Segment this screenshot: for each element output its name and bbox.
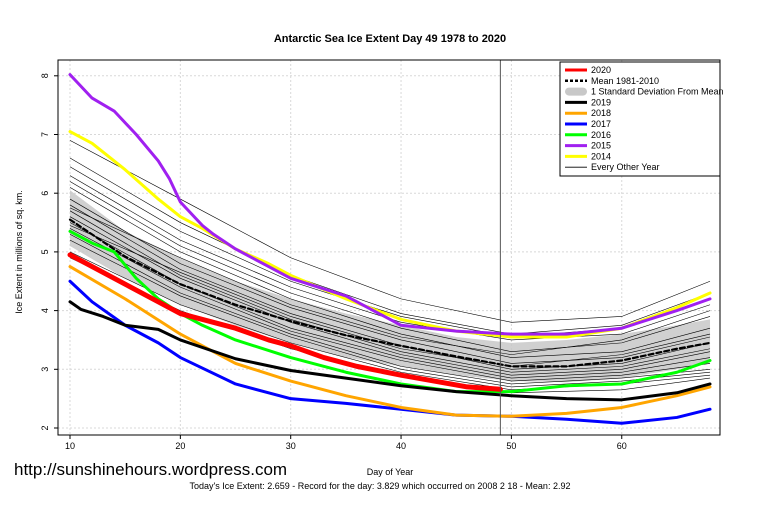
other-year-line [69, 234, 711, 385]
y-tick-label: 8 [40, 73, 50, 78]
x-axis-label: Day of Year [367, 467, 414, 477]
legend-label: 2016 [591, 130, 611, 140]
y-tick-label: 5 [40, 249, 50, 254]
watermark-url: http://sunshinehours.wordpress.com [14, 460, 288, 479]
x-tick-label: 50 [506, 441, 516, 451]
series-mean-1981-2010 [68, 218, 712, 368]
other-year-line [69, 228, 711, 382]
series-2015 [68, 73, 712, 336]
other-year-line [69, 207, 711, 355]
series-2016 [68, 229, 712, 394]
other-year-line [69, 187, 711, 358]
y-tick-label: 2 [40, 425, 50, 430]
x-tick-label: 60 [617, 441, 627, 451]
legend-label: 2015 [591, 141, 611, 151]
legend-label: 2020 [591, 65, 611, 75]
y-tick-label: 4 [40, 308, 50, 313]
chart-title: Antarctic Sea Ice Extent Day 49 1978 to … [274, 33, 506, 45]
other-year-line [69, 210, 711, 373]
y-axis-label: Ice Extent in millions of sq. km. [14, 190, 24, 314]
series-2020 [67, 252, 503, 392]
y-axis-ticks: 2 3 4 5 6 7 8 [40, 73, 58, 431]
series-2017 [68, 279, 712, 425]
other-year-line [69, 198, 711, 364]
other-year-line [69, 175, 711, 341]
series-2019 [68, 300, 712, 402]
x-tick-label: 10 [65, 441, 75, 451]
legend-label: 2014 [591, 151, 611, 161]
x-tick-label: 40 [396, 441, 406, 451]
other-year-line [69, 157, 711, 335]
y-tick-label: 7 [40, 132, 50, 137]
other-year-line [69, 239, 711, 388]
legend-label: 2018 [591, 108, 611, 118]
footer-summary: Today's Ice Extent: 2.659 - Record for t… [189, 481, 571, 491]
legend-label: 2017 [591, 119, 611, 129]
legend-label: Every Other Year [591, 162, 660, 172]
legend-label: 1 Standard Deviation From Mean [591, 87, 724, 97]
std-deviation-band [70, 190, 711, 383]
legend-swatch [565, 87, 587, 96]
legend-label: 2019 [591, 97, 611, 107]
x-tick-label: 20 [175, 441, 185, 451]
legend-label: Mean 1981-2010 [591, 76, 659, 86]
y-tick-label: 3 [40, 367, 50, 372]
other-year-line [69, 216, 711, 376]
std-band-area [70, 190, 711, 383]
other-year-line [69, 181, 711, 352]
x-axis-ticks: 10 20 30 40 50 60 [65, 435, 627, 451]
plot-frame [57, 59, 721, 436]
y-tick-label: 6 [40, 191, 50, 196]
other-year-line [69, 225, 711, 367]
x-tick-label: 30 [286, 441, 296, 451]
highlighted-series [67, 73, 712, 425]
series-2014 [68, 130, 712, 339]
series-2018 [68, 265, 712, 418]
